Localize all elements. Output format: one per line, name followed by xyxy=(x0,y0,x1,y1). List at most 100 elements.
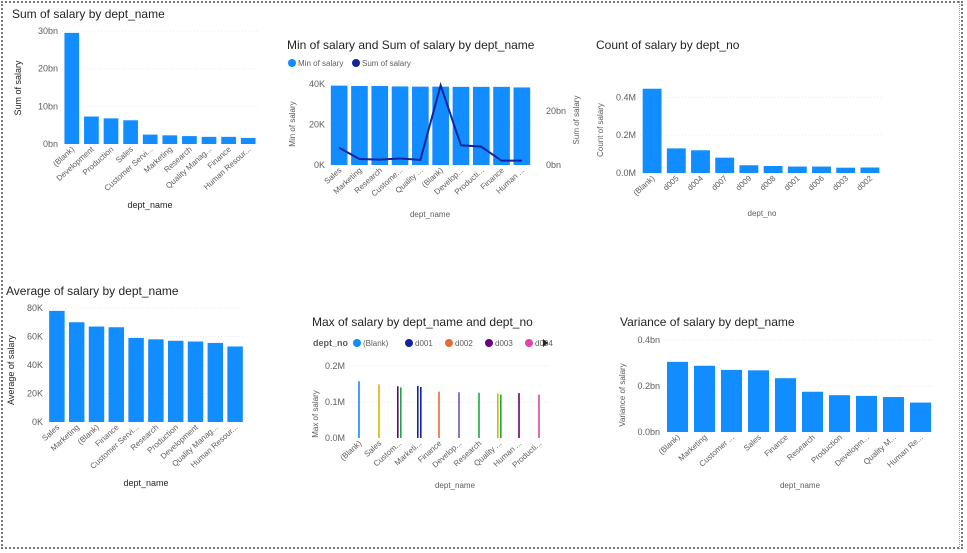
y-tick-label: 20bn xyxy=(38,64,58,74)
y-tick-label: 0K xyxy=(314,160,325,170)
bar xyxy=(142,134,158,144)
bar xyxy=(836,167,856,173)
bar xyxy=(351,86,368,165)
bar xyxy=(84,116,99,144)
chart-title: Count of salary by dept_no xyxy=(596,38,740,52)
bar xyxy=(812,166,831,173)
bar xyxy=(458,392,460,438)
x-axis-title: dept_name xyxy=(123,478,168,488)
bar xyxy=(240,137,256,144)
y-tick-label: 0.0M xyxy=(616,168,636,178)
bar xyxy=(391,86,409,165)
legend-label: d003 xyxy=(495,339,513,348)
x-tick-label: d002 xyxy=(855,173,875,192)
legend-marker xyxy=(405,339,413,347)
x-tick-label: d008 xyxy=(758,173,778,192)
y-axis-title: Max of salary xyxy=(311,390,320,438)
y2-tick-label: 20bn xyxy=(546,106,566,116)
bar xyxy=(420,386,422,438)
y2-tick-label: 0bn xyxy=(546,160,561,170)
chart-title: Sum of salary by dept_name xyxy=(12,7,165,21)
bar xyxy=(123,120,138,144)
x-tick-label: d009 xyxy=(734,173,754,192)
chart-visual-5: Max of salary by dept_name and dept_no 0.… xyxy=(311,315,553,490)
bar xyxy=(187,341,204,422)
bar xyxy=(715,157,735,173)
legend-label: Min of salary xyxy=(298,59,343,68)
bar xyxy=(103,118,119,144)
legend-marker xyxy=(288,59,296,67)
bar xyxy=(909,402,932,432)
y-tick-label: 40K xyxy=(309,79,325,89)
bar xyxy=(397,386,399,438)
y-axis-title: Min of salary xyxy=(288,101,297,146)
legend-marker xyxy=(525,339,533,347)
bar xyxy=(666,148,686,173)
bar xyxy=(693,365,716,432)
chart-title: Average of salary by dept_name xyxy=(6,284,179,298)
legend-marker xyxy=(353,339,361,347)
legend-marker xyxy=(485,339,493,347)
y-axis-title: Average of salary xyxy=(6,335,16,405)
bar xyxy=(787,166,807,173)
series-line-sum-of-salary xyxy=(338,81,522,162)
bar xyxy=(763,165,783,173)
bar xyxy=(221,136,236,144)
bar xyxy=(49,310,65,422)
y-tick-label: 10bn xyxy=(38,101,58,111)
y-tick-label: 30bn xyxy=(38,26,58,36)
bar xyxy=(828,395,851,432)
bar xyxy=(128,337,144,422)
bar xyxy=(64,32,80,145)
y-axis-title: Count of salary xyxy=(596,103,605,157)
bar xyxy=(774,378,797,432)
legend-label: Sum of salary xyxy=(362,59,411,68)
chart-visual-4: Average of salary by dept_name 0K 20K 40K 60… xyxy=(6,284,245,488)
bar xyxy=(666,361,689,432)
bar xyxy=(162,135,178,144)
legend-label: d001 xyxy=(415,339,433,348)
canvas-edge-guide xyxy=(959,1,961,549)
bar xyxy=(417,385,419,438)
legend-label: (Blank) xyxy=(363,339,389,348)
bar xyxy=(518,393,520,438)
bar xyxy=(227,346,243,422)
y-tick-label: 0.4bn xyxy=(637,335,660,345)
x-tick-label: d004 xyxy=(686,173,706,192)
y-tick-label: 0.0M xyxy=(325,433,345,443)
legend-title: dept_no xyxy=(313,338,349,348)
bar xyxy=(182,136,197,144)
bar xyxy=(882,397,905,432)
bar xyxy=(500,394,502,438)
bar xyxy=(148,339,164,422)
bar xyxy=(478,392,480,438)
bar xyxy=(472,86,490,165)
bar xyxy=(720,369,743,432)
bar xyxy=(201,136,217,144)
bar xyxy=(371,86,389,165)
y-axis-title: Sum of salary xyxy=(13,60,23,116)
x-axis-title: dept_name xyxy=(780,481,821,490)
x-tick-label: d003 xyxy=(831,173,851,192)
x-tick-label: d006 xyxy=(807,173,827,192)
legend: dept_no(Blank)d001d002d003d004 xyxy=(313,338,553,348)
x-axis-title: dept_no xyxy=(748,209,777,218)
bar xyxy=(855,395,878,432)
y-tick-label: 20K xyxy=(309,120,325,130)
x-tick-label: d001 xyxy=(782,173,802,192)
bar xyxy=(747,370,770,432)
y-tick-label: 0K xyxy=(32,417,43,427)
bar xyxy=(691,150,710,173)
bar xyxy=(513,87,531,165)
y-tick-label: 80K xyxy=(27,303,43,313)
x-tick-label: (Blank) xyxy=(657,433,682,457)
bar xyxy=(88,326,105,422)
y-tick-label: 0.2bn xyxy=(637,381,660,391)
chart-visual-1: Sum of salary by dept_name 0bn 10bn 20bn 30b… xyxy=(12,7,258,210)
y-tick-label: 0.4M xyxy=(616,92,636,102)
bar xyxy=(497,393,499,438)
bar xyxy=(207,342,224,422)
legend: Min of salary Sum of salary xyxy=(288,59,411,68)
